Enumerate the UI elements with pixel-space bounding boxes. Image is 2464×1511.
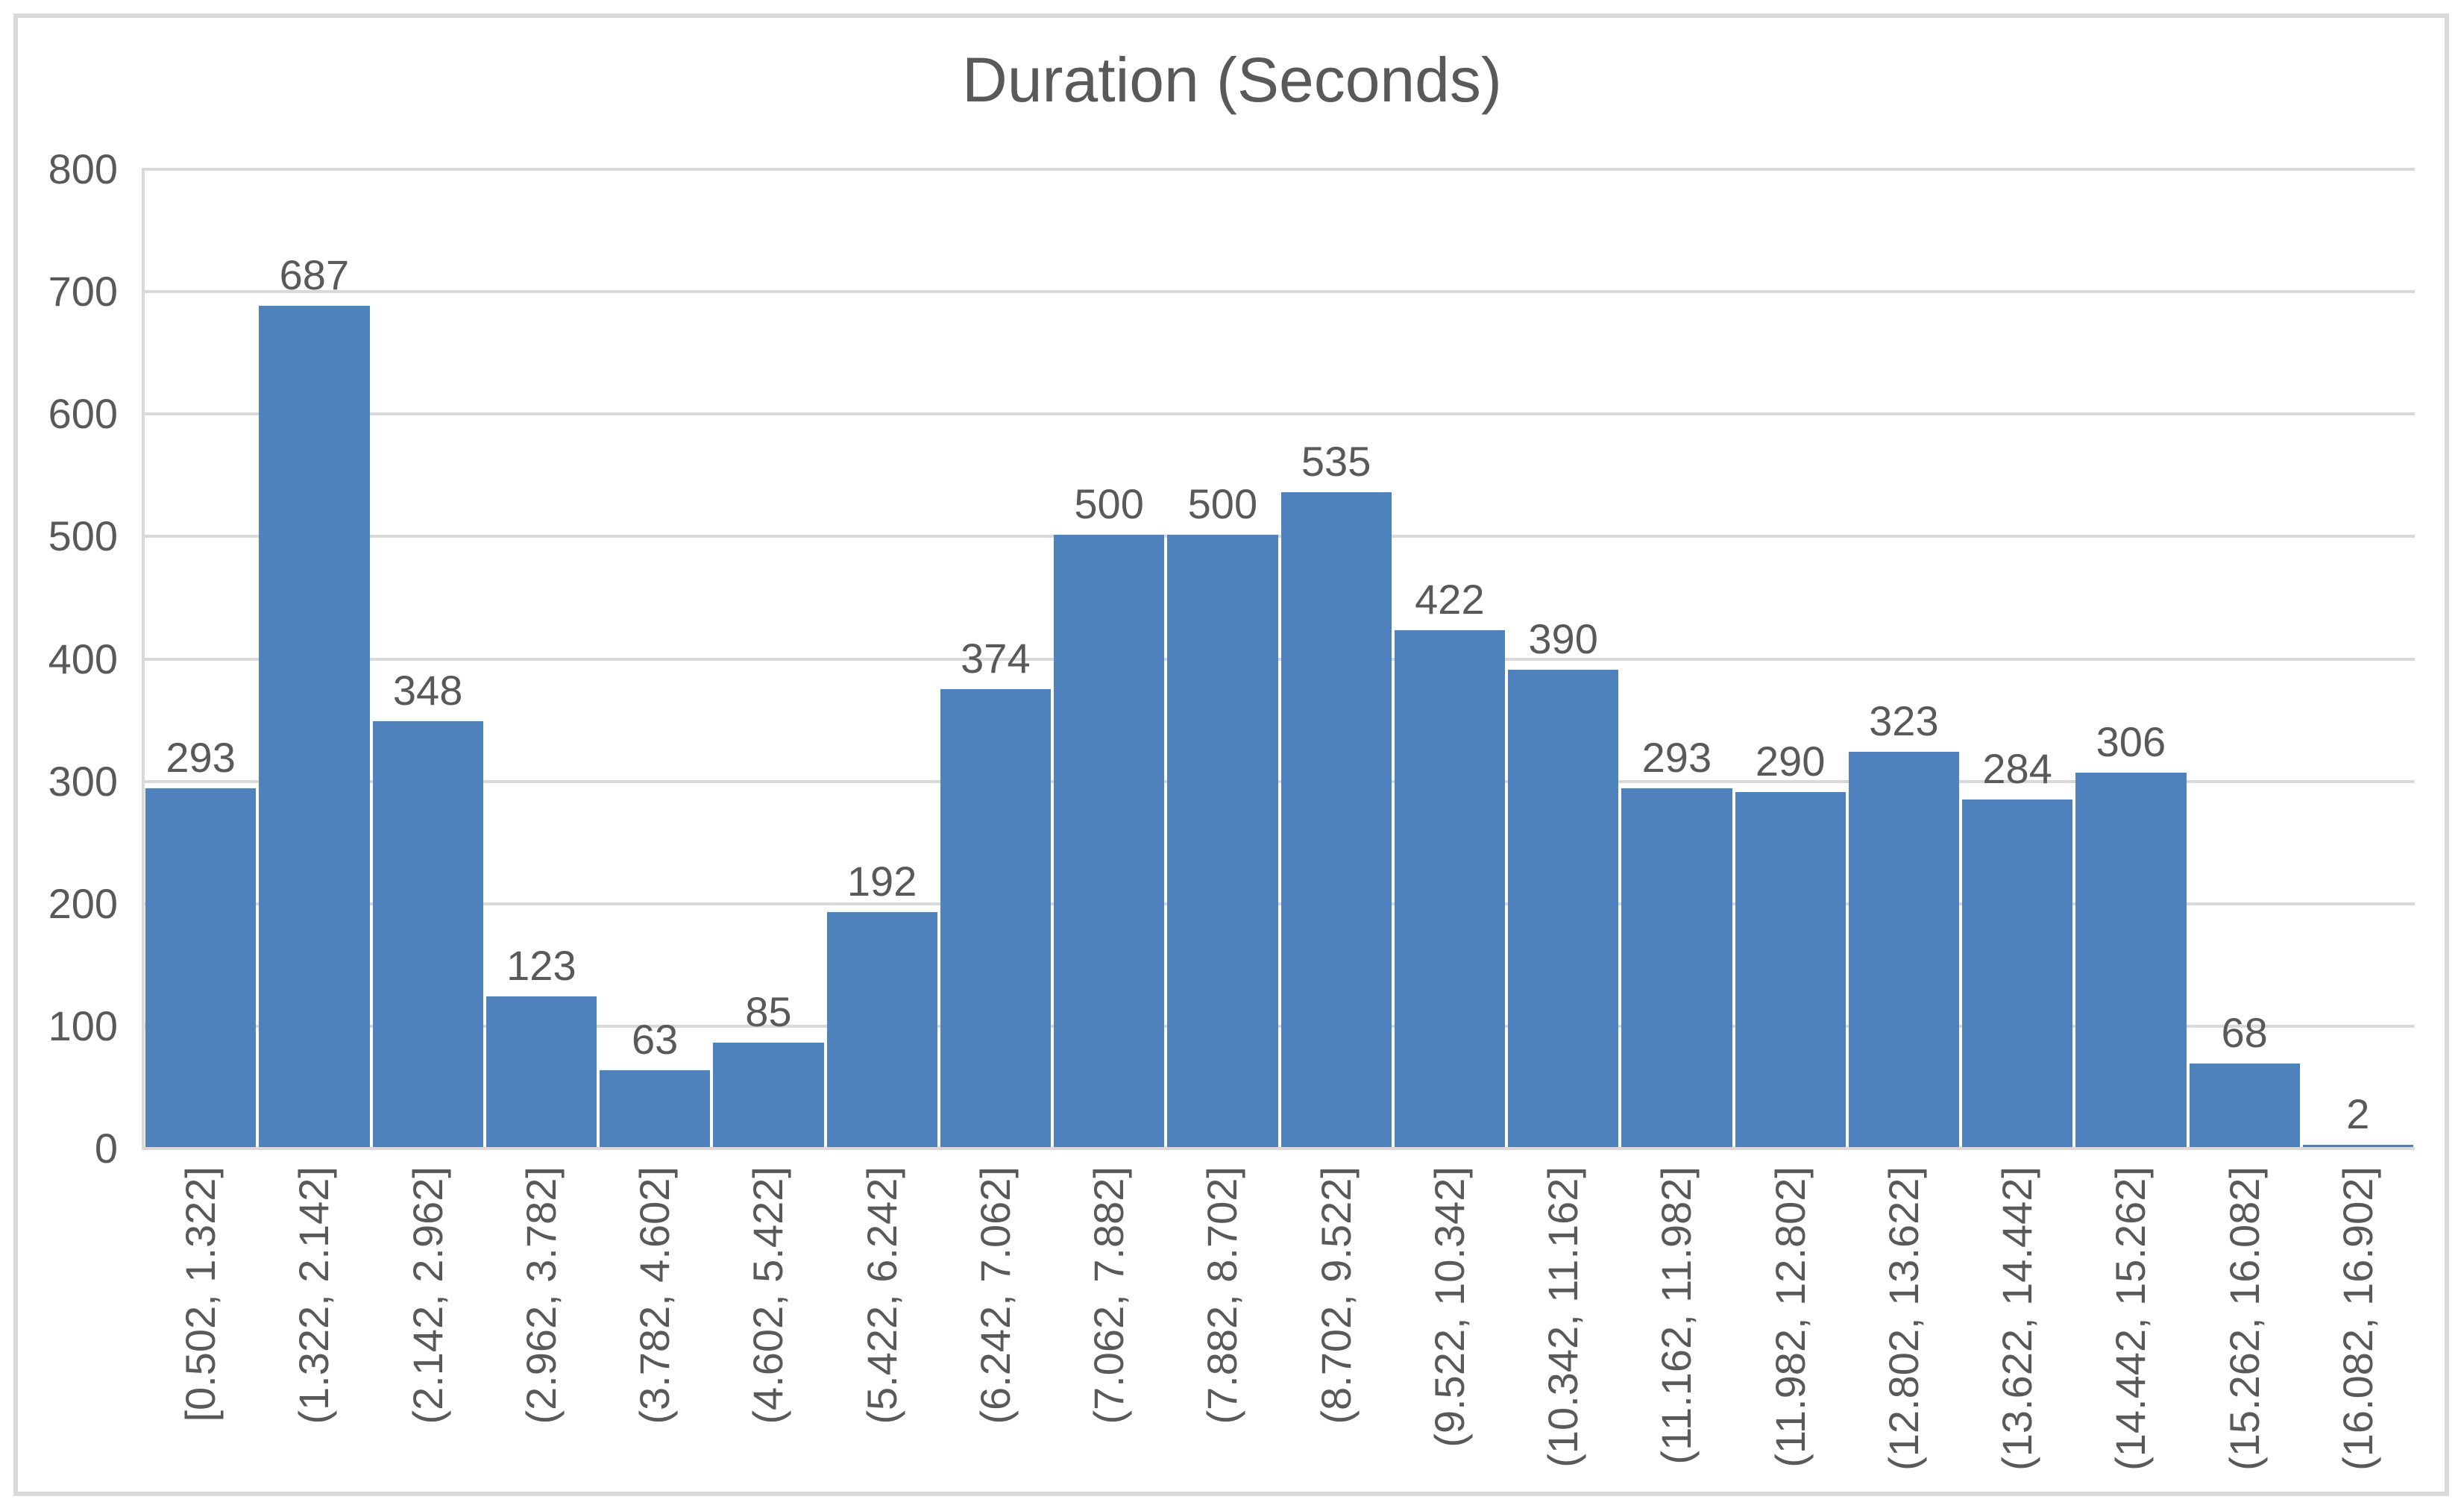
bar-value-label: 422 [1415, 576, 1485, 623]
x-axis-label-text: (10.342, 11.162] [1539, 1166, 1587, 1468]
bar-value-label: 500 [1074, 480, 1144, 528]
gridline [144, 535, 2415, 538]
x-axis-label-text: (12.802, 13.622] [1879, 1166, 1927, 1471]
histogram-bar [1848, 751, 1959, 1147]
histogram-bar [1167, 535, 1278, 1147]
bar-value-label: 390 [1528, 615, 1598, 662]
histogram-bar [259, 306, 370, 1147]
histogram-bar [145, 788, 257, 1147]
bar-value-label: 293 [166, 734, 236, 782]
bar-value-label: 535 [1301, 437, 1371, 485]
bar-value-label: 2 [2346, 1090, 2370, 1137]
histogram-bar [372, 720, 483, 1147]
histogram-bar [1280, 491, 1392, 1147]
x-axis-label-text: (7.062, 7.882] [1085, 1166, 1133, 1424]
gridline [144, 657, 2415, 661]
x-axis-label-text: (4.602, 5.422] [744, 1166, 792, 1424]
x-axis-label-text: (14.442, 15.262] [2107, 1166, 2155, 1471]
x-axis-label-text: (7.882, 8.702] [1198, 1166, 1246, 1424]
x-axis-label-text: (11.162, 11.982] [1653, 1166, 1700, 1465]
x-axis-label-text: (11.982, 12.802] [1766, 1166, 1814, 1468]
y-axis-line [142, 168, 145, 1150]
gridline [144, 290, 2415, 294]
x-axis-label-text: (2.142, 2.962] [403, 1166, 451, 1424]
bar-value-label: 85 [745, 988, 792, 1036]
y-axis-label: 500 [48, 512, 118, 560]
gridline [144, 412, 2415, 416]
x-axis-label-text: (5.422, 6.242] [858, 1166, 905, 1424]
y-axis-label: 800 [48, 145, 118, 192]
x-axis-label-text: (6.242, 7.062] [971, 1166, 1019, 1424]
x-axis-label-text: (2.962, 3.782] [517, 1166, 565, 1424]
x-axis-label-text: (8.702, 9.522] [1312, 1166, 1360, 1424]
gridline [144, 1024, 2415, 1028]
gridline [144, 1147, 2415, 1150]
x-axis-label-text: (15.262, 16.082] [2220, 1166, 2268, 1471]
histogram-bar [1508, 669, 1619, 1147]
histogram-bar [713, 1043, 824, 1147]
histogram-bar [485, 996, 597, 1147]
bar-value-label: 323 [1869, 697, 1939, 744]
gridline [144, 779, 2415, 783]
chart-title: Duration (Seconds) [962, 45, 1502, 115]
histogram-bar [2075, 772, 2187, 1147]
y-axis-label: 600 [48, 390, 118, 438]
y-axis-label: 300 [48, 757, 118, 805]
histogram-bar [940, 689, 1051, 1147]
y-axis-label: 0 [94, 1125, 118, 1172]
y-axis-label: 700 [48, 268, 118, 315]
y-axis-label: 400 [48, 635, 118, 682]
histogram-bar [1054, 535, 1165, 1147]
bar-value-label: 348 [392, 666, 463, 714]
bar-value-label: 374 [961, 635, 1031, 682]
x-axis-label-text: (1.322, 2.142] [290, 1166, 338, 1424]
gridline [144, 902, 2415, 905]
x-axis-label-text: (9.522, 10.342] [1425, 1166, 1473, 1448]
bar-value-label: 687 [279, 251, 350, 299]
bar-value-label: 284 [1982, 744, 2052, 792]
bar-value-label: 123 [506, 942, 576, 990]
histogram-bar [1735, 792, 1846, 1147]
bar-value-label: 192 [846, 857, 917, 905]
x-axis-label-text: (3.782, 4.602] [631, 1166, 679, 1424]
histogram-bar [600, 1069, 711, 1147]
histogram-bar [1621, 788, 1732, 1147]
y-axis-label: 100 [48, 1002, 118, 1049]
x-axis-label-text: [0.502, 1.322] [177, 1166, 224, 1422]
histogram-bar [2189, 1064, 2300, 1147]
bar-value-label: 500 [1187, 480, 1258, 528]
bar-value-label: 290 [1755, 738, 1826, 785]
gridline [144, 168, 2415, 171]
bar-value-label: 63 [631, 1015, 679, 1063]
histogram-bar [1394, 630, 1505, 1147]
x-axis-label-text: (13.622, 14.442] [1993, 1166, 2041, 1471]
x-axis-label-text: (16.082, 16.902] [2333, 1166, 2381, 1471]
histogram-bar [2302, 1144, 2413, 1147]
y-axis-label: 200 [48, 879, 118, 927]
bar-value-label: 293 [1641, 734, 1712, 782]
histogram-bar [1962, 799, 2073, 1147]
histogram-bar [826, 911, 937, 1147]
bar-value-label: 68 [2221, 1009, 2268, 1057]
bar-value-label: 306 [2096, 717, 2166, 765]
